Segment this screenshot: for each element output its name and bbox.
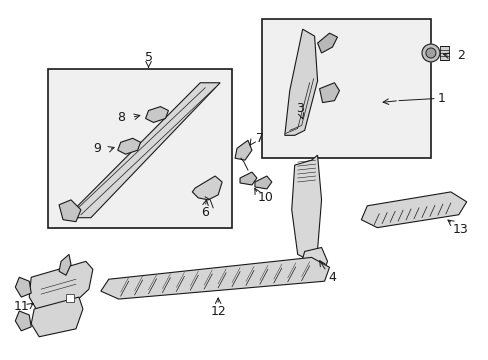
- Polygon shape: [430, 44, 438, 53]
- Polygon shape: [291, 155, 321, 260]
- Text: 2: 2: [456, 49, 464, 63]
- Polygon shape: [361, 192, 466, 228]
- Text: 1: 1: [437, 92, 445, 105]
- Polygon shape: [29, 261, 93, 309]
- Text: 5: 5: [144, 51, 152, 64]
- Polygon shape: [235, 140, 251, 160]
- Polygon shape: [192, 176, 222, 200]
- Text: 12: 12: [210, 306, 225, 319]
- Bar: [48, 69, 232, 228]
- Polygon shape: [15, 311, 31, 331]
- Text: 10: 10: [257, 192, 273, 204]
- Polygon shape: [422, 53, 430, 62]
- Bar: [439, 46, 448, 60]
- Bar: [262, 19, 430, 158]
- Polygon shape: [59, 255, 71, 275]
- Polygon shape: [145, 107, 168, 122]
- Polygon shape: [101, 257, 329, 299]
- Polygon shape: [240, 172, 256, 185]
- Circle shape: [425, 48, 435, 58]
- Polygon shape: [284, 29, 317, 135]
- Polygon shape: [422, 44, 430, 53]
- Text: 4: 4: [328, 271, 336, 284]
- Polygon shape: [15, 277, 31, 297]
- Polygon shape: [430, 49, 438, 58]
- Polygon shape: [422, 49, 430, 58]
- Text: 11: 11: [13, 300, 29, 312]
- Polygon shape: [299, 247, 327, 281]
- Polygon shape: [317, 33, 337, 53]
- Text: 9: 9: [93, 142, 101, 155]
- Text: 7: 7: [255, 132, 264, 145]
- Polygon shape: [59, 200, 81, 222]
- Text: 13: 13: [452, 223, 468, 236]
- Bar: [66, 294, 74, 302]
- Text: 6: 6: [201, 206, 209, 219]
- Polygon shape: [254, 176, 271, 189]
- Text: 3: 3: [295, 102, 303, 115]
- Text: 8: 8: [117, 111, 124, 124]
- Polygon shape: [430, 53, 438, 62]
- Polygon shape: [66, 83, 220, 218]
- Polygon shape: [319, 83, 339, 103]
- Polygon shape: [31, 297, 83, 337]
- Polygon shape: [118, 138, 141, 154]
